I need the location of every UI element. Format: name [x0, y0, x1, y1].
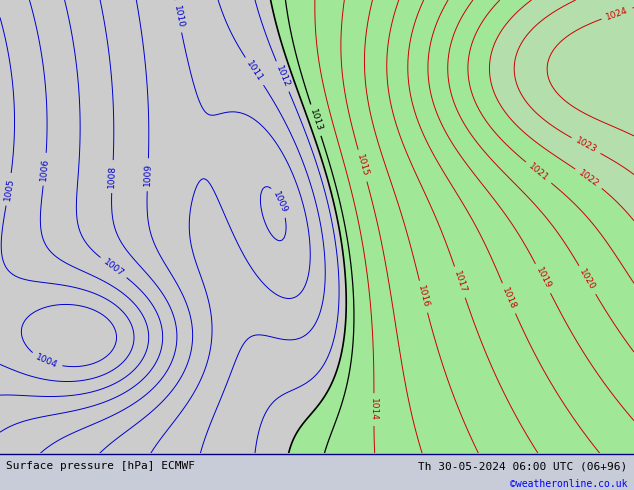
- Text: 1019: 1019: [534, 266, 552, 291]
- Text: ©weatheronline.co.uk: ©weatheronline.co.uk: [510, 480, 628, 490]
- Text: Surface pressure [hPa] ECMWF: Surface pressure [hPa] ECMWF: [6, 461, 195, 471]
- Text: 1024: 1024: [605, 5, 630, 22]
- Text: 1017: 1017: [452, 270, 468, 294]
- Text: Th 30-05-2024 06:00 UTC (06+96): Th 30-05-2024 06:00 UTC (06+96): [418, 461, 628, 471]
- Text: 1008: 1008: [107, 165, 117, 188]
- Text: 1011: 1011: [244, 59, 264, 83]
- Text: 1005: 1005: [3, 177, 15, 201]
- Text: 1007: 1007: [101, 257, 126, 278]
- Text: 1009: 1009: [143, 163, 153, 186]
- Text: 1023: 1023: [574, 136, 598, 155]
- Text: 1015: 1015: [355, 153, 370, 178]
- Text: 1014: 1014: [370, 398, 378, 421]
- Text: 1009: 1009: [271, 190, 289, 215]
- Text: 1010: 1010: [172, 4, 185, 28]
- Polygon shape: [0, 0, 634, 453]
- Text: 1018: 1018: [500, 286, 517, 311]
- Text: 1006: 1006: [39, 157, 51, 181]
- Text: 1020: 1020: [578, 268, 597, 292]
- Text: 1021: 1021: [527, 162, 550, 183]
- Text: 1022: 1022: [577, 168, 600, 189]
- Text: 1012: 1012: [274, 64, 291, 89]
- Text: 1016: 1016: [417, 285, 430, 309]
- Text: 1013: 1013: [308, 108, 324, 132]
- Text: 1004: 1004: [34, 352, 59, 370]
